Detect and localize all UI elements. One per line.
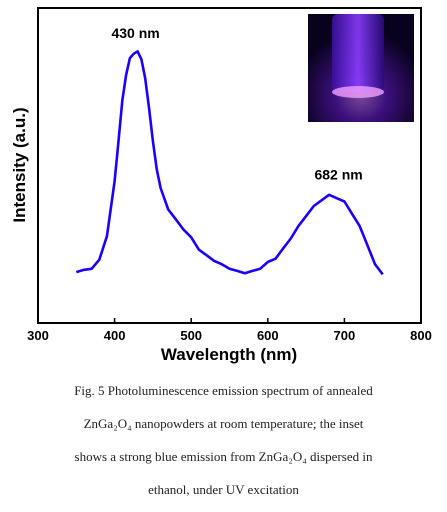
x-axis-ticks <box>37 318 422 323</box>
spectrum-line <box>75 50 384 276</box>
inset-photo <box>308 14 414 122</box>
peak-label-682: 682 nm <box>314 166 362 182</box>
pl-spectrum-chart: 300 400 500 600 700 800 Wavelength (nm) … <box>10 7 432 364</box>
caption-line-4: ethanol, under UV excitation <box>148 482 299 497</box>
x-tick-label-300: 300 <box>27 328 49 343</box>
x-axis-title: Wavelength (nm) <box>161 345 297 364</box>
x-axis-tick-labels: 300 400 500 600 700 800 <box>27 328 432 343</box>
x-tick-label-600: 600 <box>257 328 279 343</box>
x-tick-label-500: 500 <box>180 328 202 343</box>
inset-vial-base <box>332 86 384 98</box>
y-axis-title: Intensity (a.u.) <box>10 107 29 222</box>
figure-caption: Fig. 5 Photoluminescence emission spectr… <box>12 374 435 506</box>
x-tick-label-700: 700 <box>334 328 356 343</box>
inset-vial <box>332 14 384 92</box>
caption-line-2: ZnGa₂O₄ nanopowders at room temperature;… <box>83 416 364 431</box>
caption-line-1: Fig. 5 Photoluminescence emission spectr… <box>74 383 373 398</box>
caption-line-3: shows a strong blue emission from ZnGa₂O… <box>74 449 373 464</box>
x-tick-label-800: 800 <box>410 328 432 343</box>
plot-frame <box>37 7 422 324</box>
peak-label-430: 430 nm <box>111 25 159 41</box>
x-tick-label-400: 400 <box>104 328 126 343</box>
